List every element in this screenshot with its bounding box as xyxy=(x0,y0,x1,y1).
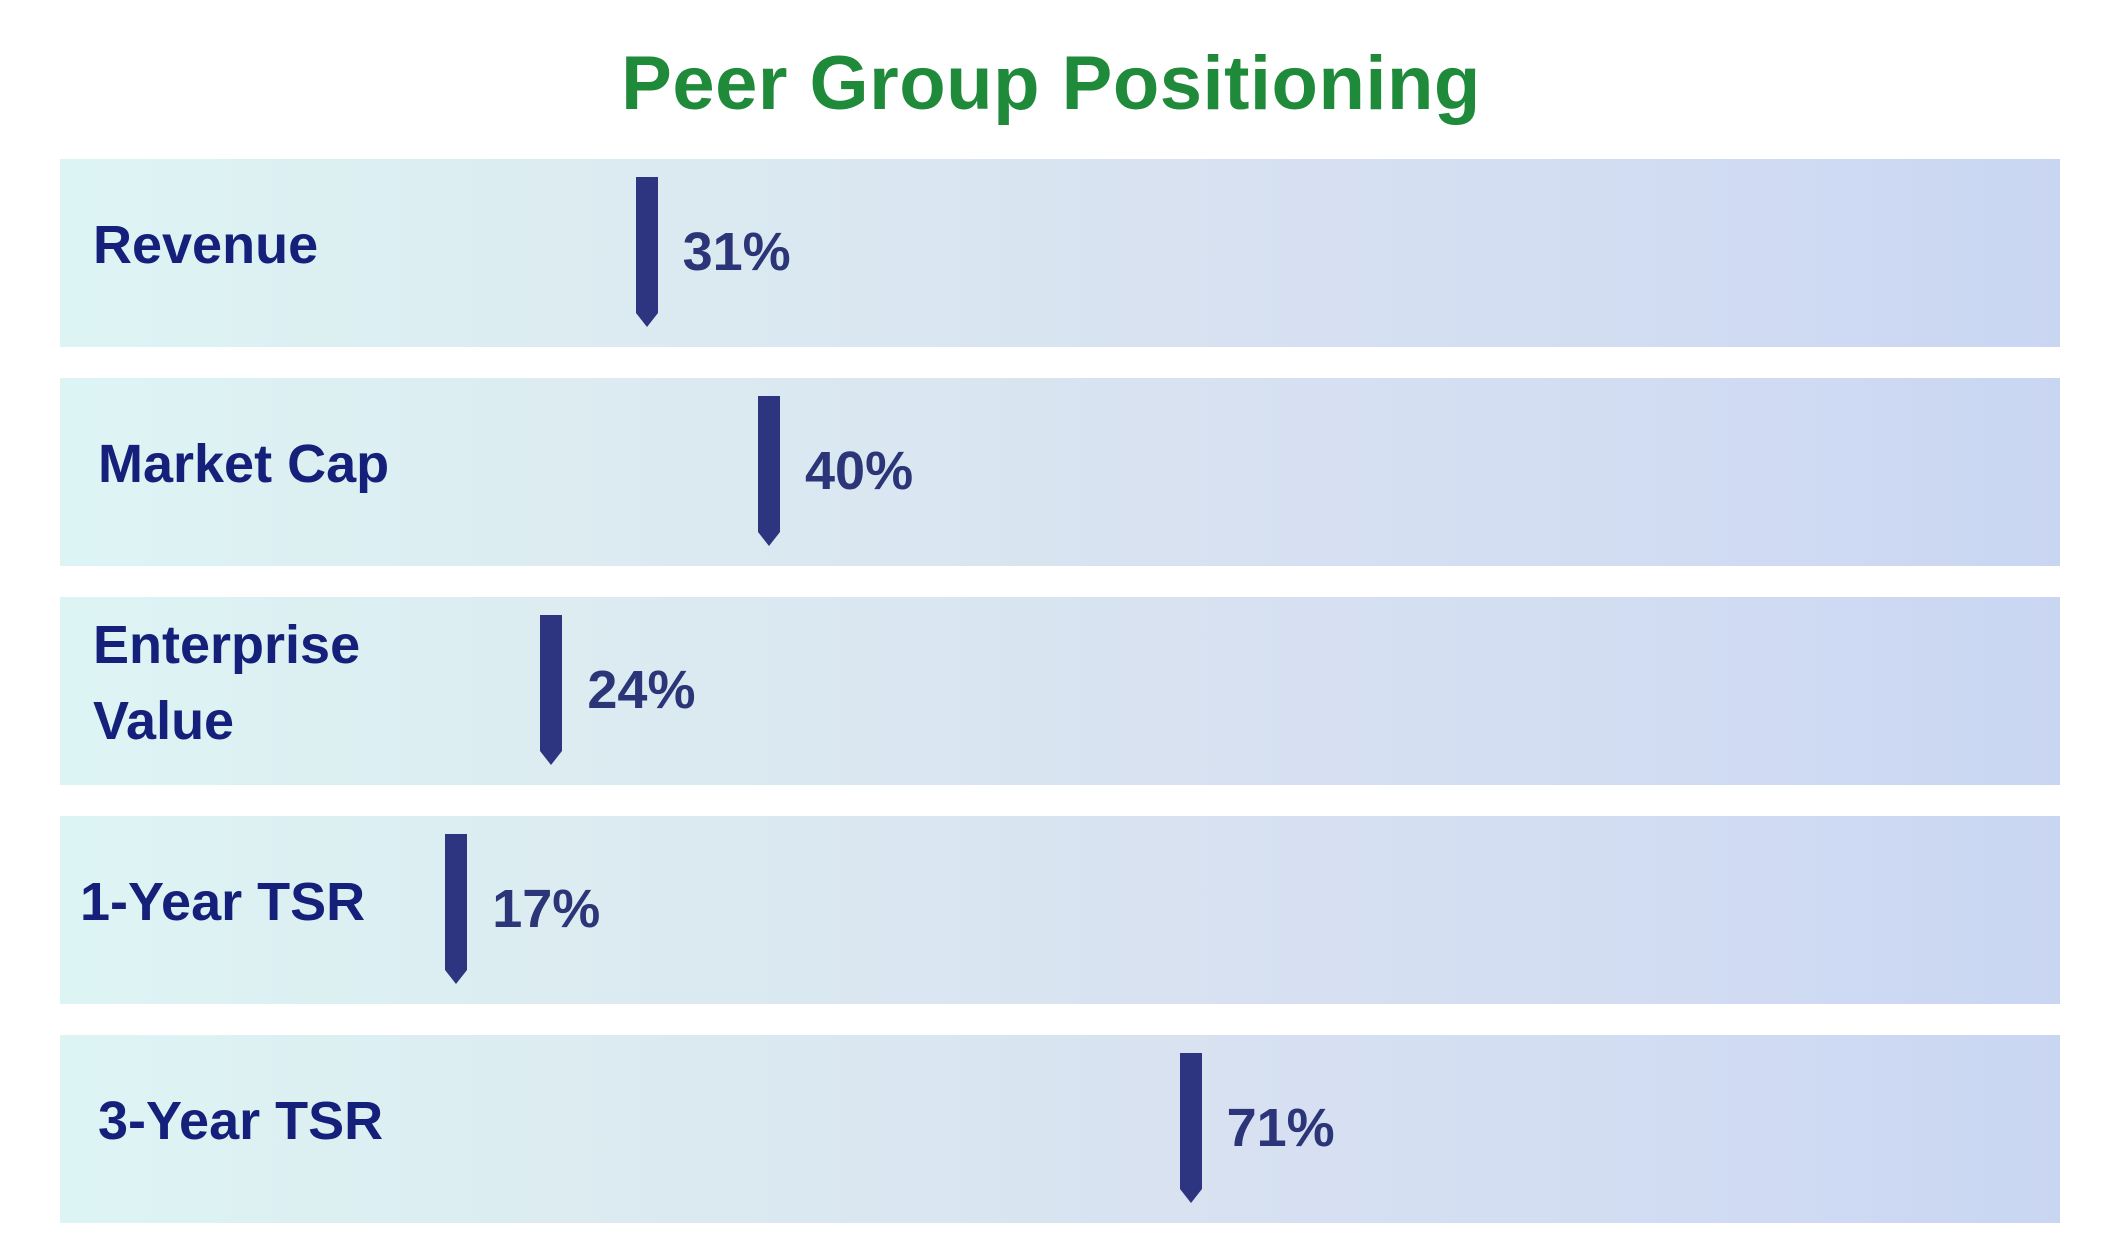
percentile-rows: Revenue 31% Market Cap 40% Enterprise Value 24… xyxy=(60,159,2060,1223)
percentile-row: Enterprise Value 24% xyxy=(60,597,2060,785)
value-label: 17% xyxy=(492,879,601,939)
percentile-row: 3-Year TSR 71% xyxy=(60,1035,2060,1223)
category-label-line: Enterprise xyxy=(93,615,361,675)
percentile-marker xyxy=(445,834,468,984)
percentile-marker xyxy=(758,396,780,546)
value-label: 24% xyxy=(587,660,696,720)
value-label: 31% xyxy=(682,222,791,282)
percentile-marker xyxy=(635,177,658,327)
category-label-line: 1-Year TSR xyxy=(80,872,366,932)
value-label: 71% xyxy=(1226,1098,1335,1158)
percentile-marker xyxy=(540,615,563,765)
category-label: Revenue xyxy=(93,207,318,283)
category-label-line: Revenue xyxy=(93,215,319,275)
percentile-row: 1-Year TSR 17% xyxy=(60,816,2060,1004)
percentile-marker xyxy=(1179,1053,1202,1203)
value-label: 40% xyxy=(805,441,914,501)
category-label: 1-Year TSR xyxy=(80,864,365,940)
category-label: Enterprise Value xyxy=(93,607,360,759)
category-label-line: Value xyxy=(93,691,235,751)
percentile-row: Market Cap 40% xyxy=(60,378,2060,566)
category-label: 3-Year TSR xyxy=(98,1083,383,1159)
percentile-row: Revenue 31% xyxy=(60,159,2060,347)
category-label-line: Market Cap xyxy=(98,434,390,494)
category-label: Market Cap xyxy=(98,426,389,502)
category-label-line: 3-Year TSR xyxy=(98,1091,384,1151)
chart-title: Peer Group Positioning xyxy=(621,41,1481,126)
